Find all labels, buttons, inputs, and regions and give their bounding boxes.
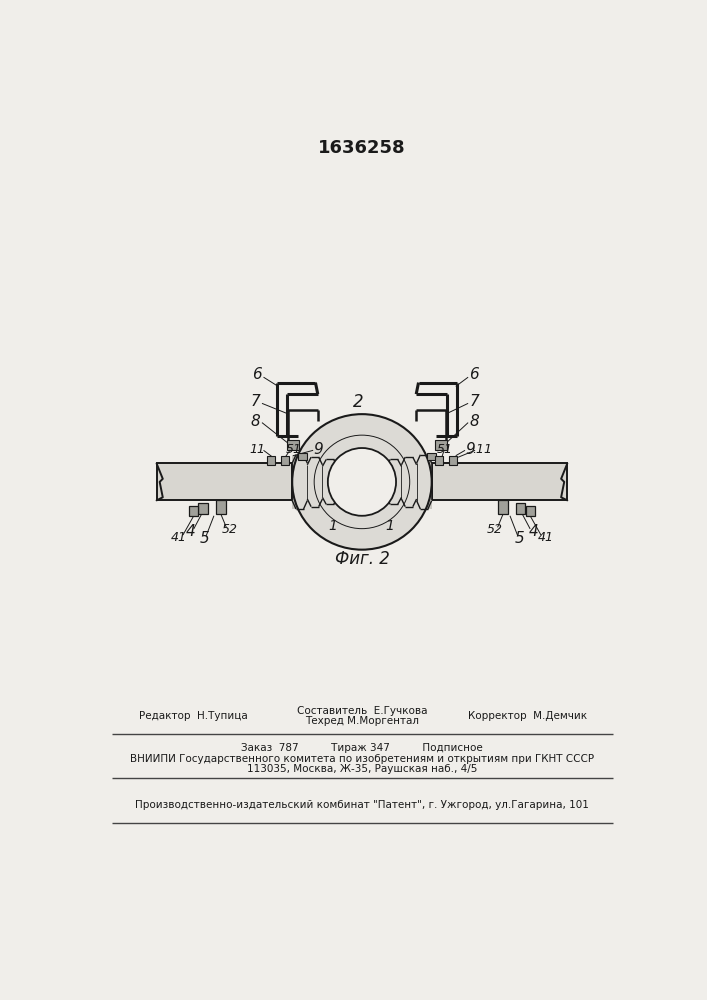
Text: 41: 41 [537, 531, 554, 544]
Text: 51: 51 [286, 443, 302, 456]
Text: 1: 1 [328, 519, 337, 533]
Text: 52: 52 [221, 523, 238, 536]
Text: .11: .11 [472, 443, 492, 456]
Text: 7: 7 [251, 394, 261, 409]
Bar [216, 500, 226, 514]
Bar [386, 459, 402, 504]
Text: 5: 5 [515, 531, 524, 546]
Text: 7: 7 [469, 394, 479, 409]
Bar [287, 440, 299, 450]
Text: 6: 6 [469, 367, 479, 382]
Text: 6: 6 [252, 367, 262, 382]
Bar [416, 455, 432, 509]
Circle shape [328, 448, 396, 516]
Text: 5: 5 [200, 531, 209, 546]
Text: Производственно-издательский комбинат "Патент", г. Ужгород, ул.Гагарина, 101: Производственно-издательский комбинат "П… [135, 800, 589, 810]
Bar [435, 456, 443, 465]
Bar [337, 462, 353, 502]
Bar [435, 440, 448, 450]
Text: Фиг. 2: Фиг. 2 [334, 550, 390, 568]
Text: 8: 8 [469, 414, 479, 429]
Bar [371, 462, 386, 502]
Text: Корректор  М.Демчик: Корректор М.Демчик [468, 711, 588, 721]
Text: 52: 52 [486, 523, 503, 536]
Text: 9: 9 [466, 442, 475, 457]
Bar [189, 506, 198, 516]
Bar [308, 457, 322, 507]
Text: 4: 4 [186, 524, 196, 539]
Bar [498, 500, 508, 514]
Bar [156, 463, 292, 500]
Bar [199, 503, 208, 514]
Text: 41: 41 [170, 531, 186, 544]
Text: 2: 2 [353, 393, 363, 411]
Bar [427, 453, 436, 460]
Bar [281, 456, 289, 465]
Text: 4: 4 [528, 524, 538, 539]
Bar [526, 506, 534, 516]
Text: Заказ  787          Тираж 347          Подписное: Заказ 787 Тираж 347 Подписное [241, 743, 483, 753]
Text: 113035, Москва, Ж-35, Раушская наб., 4/5: 113035, Москва, Ж-35, Раушская наб., 4/5 [247, 764, 477, 774]
Text: Техред М.Моргентал: Техред М.Моргентал [305, 716, 419, 726]
Text: 1: 1 [385, 519, 395, 533]
Bar [402, 457, 416, 507]
Bar [267, 456, 275, 465]
Bar [432, 463, 567, 500]
Bar [298, 453, 307, 460]
Text: 11: 11 [250, 443, 265, 456]
Text: Редактор  Н.Тупица: Редактор Н.Тупица [139, 711, 247, 721]
Bar [449, 456, 457, 465]
Ellipse shape [292, 414, 432, 550]
Bar [292, 455, 308, 509]
Text: ВНИИПИ Государственного комитета по изобретениям и открытиям при ГКНТ СССР: ВНИИПИ Государственного комитета по изоб… [130, 754, 594, 764]
Text: Составитель  Е.Гучкова: Составитель Е.Гучкова [297, 706, 427, 716]
Text: 51: 51 [437, 443, 453, 456]
Text: 1636258: 1636258 [318, 139, 406, 157]
Bar [516, 503, 525, 514]
Text: 8: 8 [251, 414, 261, 429]
Text: 9: 9 [313, 442, 322, 457]
Bar [322, 459, 337, 504]
